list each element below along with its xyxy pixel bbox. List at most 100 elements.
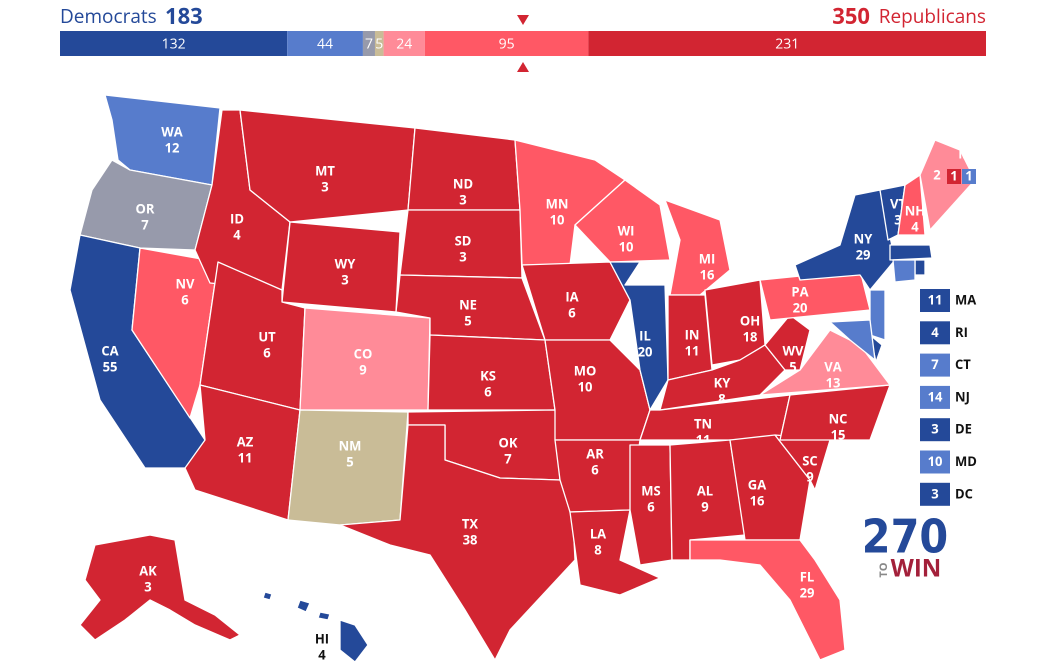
state (869, 289, 886, 341)
state-ev: 4 (318, 645, 326, 663)
state (514, 139, 626, 266)
state (544, 339, 651, 441)
state (296, 599, 311, 613)
state-abbr: NY (854, 229, 874, 247)
state-ev: 18 (743, 327, 758, 345)
state-abbr: TN (694, 414, 712, 432)
state-abbr: MT (315, 161, 335, 179)
state-ev: 20 (638, 342, 653, 360)
state-abbr: IN (685, 325, 700, 343)
state-ev: 4 (911, 217, 919, 235)
state-ev: 4 (233, 225, 241, 243)
state-ev: 2 (933, 165, 941, 183)
logo: 270 TO WIN (862, 510, 948, 585)
state (889, 244, 933, 261)
state-ev: 3 (144, 577, 151, 595)
state-ev: 15 (831, 425, 846, 443)
state-abbr: VA (824, 357, 841, 375)
state-ev: 29 (856, 245, 871, 263)
state-abbr: SC (802, 451, 817, 469)
small-state-abbr: DE (955, 420, 972, 438)
state (574, 179, 671, 263)
state-ev: 10 (550, 210, 565, 228)
small-state-box (920, 385, 950, 409)
threshold-marker (517, 62, 529, 72)
small-state-abbr: DC (955, 484, 973, 502)
state-abbr: NM (339, 436, 362, 454)
state (794, 189, 896, 291)
state-abbr: PA (791, 282, 808, 300)
small-state-ev: 4 (931, 323, 939, 341)
state-ev: 7 (141, 215, 149, 233)
state-abbr: AL (697, 481, 713, 499)
state-ev: 9 (701, 497, 708, 515)
state-ev: 6 (181, 290, 189, 308)
state (339, 424, 576, 661)
state-abbr: HI (315, 629, 329, 647)
state-ev: 3 (459, 190, 466, 208)
dem-total: 183 (165, 1, 203, 31)
bar-segment (362, 31, 375, 56)
bar-segment (60, 31, 288, 56)
logo-number: 270 (862, 510, 948, 564)
state-abbr: WA (161, 122, 183, 140)
state-ev: 3 (341, 270, 348, 288)
bar-segment-label: 5 (375, 34, 383, 53)
district-box (947, 169, 961, 184)
state (239, 109, 416, 223)
state-abbr: MI (699, 249, 716, 267)
small-state-abbr: MA (955, 290, 976, 308)
small-state-ev: 11 (928, 290, 943, 308)
state-abbr: WY (335, 254, 357, 272)
district-box (962, 169, 976, 184)
state (829, 319, 876, 361)
logo-win: WIN (891, 551, 942, 584)
state-abbr: ME (958, 144, 978, 162)
state (689, 539, 846, 661)
state-abbr: ND (453, 174, 473, 192)
state-abbr: OR (136, 199, 155, 217)
state-abbr: WV (782, 341, 804, 359)
state (729, 434, 811, 541)
state-abbr: OH (740, 311, 760, 329)
small-state-box (920, 353, 950, 377)
state-abbr: AK (139, 561, 157, 579)
state-ev: 20 (793, 298, 808, 316)
state-abbr: SD (455, 231, 472, 249)
state-ev: 55 (103, 357, 118, 375)
state-abbr: NE (459, 295, 477, 313)
small-state-ev: 3 (931, 484, 938, 502)
state-abbr: TX (462, 514, 479, 532)
state-abbr: AZ (237, 432, 254, 450)
state-abbr: MS (641, 481, 660, 499)
state-abbr: IL (639, 326, 651, 344)
bar-segment (424, 31, 589, 56)
state-abbr: IA (565, 287, 578, 305)
state-ev: 3 (459, 247, 466, 265)
state-ev: 11 (685, 341, 700, 359)
state (262, 591, 273, 601)
state (664, 199, 731, 296)
state-ev: 6 (647, 497, 655, 515)
district-ev: 1 (950, 166, 957, 184)
small-state-abbr: NJ (955, 387, 970, 405)
state-ev: 6 (568, 303, 576, 321)
state-abbr: OK (499, 433, 518, 451)
small-state-ev: 3 (931, 420, 938, 438)
state-ev: 38 (463, 530, 478, 548)
small-state-abbr: MD (955, 452, 977, 470)
rep-total: 350 (832, 1, 870, 31)
state-abbr: CO (354, 344, 373, 362)
state-abbr: FL (800, 567, 814, 585)
state-ev: 10 (578, 377, 593, 395)
bar-segment (287, 31, 363, 56)
state-ev: 3 (321, 177, 328, 195)
bar-segment-label: 132 (162, 34, 186, 53)
bar-segment-label: 7 (365, 34, 373, 53)
state (79, 534, 241, 641)
state-ev: 6 (484, 382, 492, 400)
state (317, 611, 331, 621)
threshold-marker (517, 15, 529, 25)
state (764, 314, 811, 371)
